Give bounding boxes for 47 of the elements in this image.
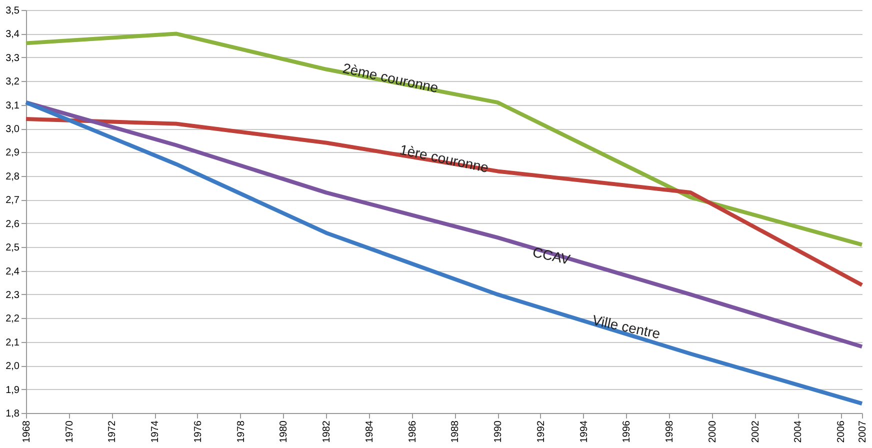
- x-tick-label: 2004: [793, 420, 804, 443]
- x-tick-label: 1982: [322, 420, 333, 443]
- y-tick-label: 3,1: [6, 100, 20, 112]
- y-tick-label: 2,6: [6, 218, 20, 230]
- y-tick-label: 2,2: [6, 314, 20, 325]
- x-tick-label: 1980: [278, 420, 290, 443]
- x-tick-label: 2007: [858, 420, 868, 443]
- line-series: [24, 100, 864, 406]
- y-tick-label: 2,3: [6, 290, 20, 301]
- line-series: [24, 32, 864, 247]
- annotation: 1ère couronne: [398, 141, 490, 176]
- y-tick-label: 2,7: [6, 195, 20, 206]
- y-tick-label: 1,9: [6, 384, 20, 396]
- y-tick-label: 1,8: [6, 408, 20, 420]
- y-tick-label: 3,3: [6, 52, 20, 64]
- x-tick-label: 1976: [192, 420, 204, 443]
- annotation: CCAV: [531, 244, 572, 268]
- x-tick-label: 2000: [707, 420, 718, 443]
- x-tick-label: 1970: [64, 420, 76, 443]
- y-tick-label: 2,1: [6, 337, 20, 348]
- y-tick-label: 2,4: [6, 266, 20, 278]
- x-tick-label: 1994: [578, 420, 590, 443]
- y-tick-label: 3,0: [6, 124, 20, 136]
- y-tick-label: 2,9: [6, 148, 20, 159]
- y-tick-label: 2,8: [6, 171, 20, 182]
- x-tick-label: 1990: [493, 420, 504, 443]
- line-series: [24, 100, 864, 349]
- x-tick-label: 1974: [150, 420, 162, 443]
- x-tick-label: 1986: [407, 420, 418, 443]
- x-tick-label: 1996: [622, 420, 633, 443]
- x-tick-label: 2002: [750, 420, 762, 443]
- y-tick-label: 2,0: [6, 361, 20, 372]
- x-tick-label: 1968: [22, 420, 32, 443]
- line-series: [24, 117, 864, 287]
- annotation: Ville centre: [590, 312, 662, 342]
- x-tick-label: 1992: [536, 420, 547, 443]
- x-tick-label: 2006: [836, 420, 848, 443]
- y-tick-label: 3,4: [6, 29, 20, 40]
- y-tick-label: 3,2: [6, 76, 20, 88]
- x-tick-label: 1988: [450, 420, 462, 443]
- x-tick-label: 1978: [236, 420, 247, 443]
- annotation: 2ème couronne: [341, 60, 440, 96]
- y-tick-label: 2,5: [6, 242, 20, 254]
- x-tick-label: 1972: [107, 420, 118, 443]
- x-tick-label: 1998: [664, 420, 676, 443]
- x-tick-label: 1984: [364, 420, 376, 443]
- y-tick-label: 3,5: [6, 6, 20, 16]
